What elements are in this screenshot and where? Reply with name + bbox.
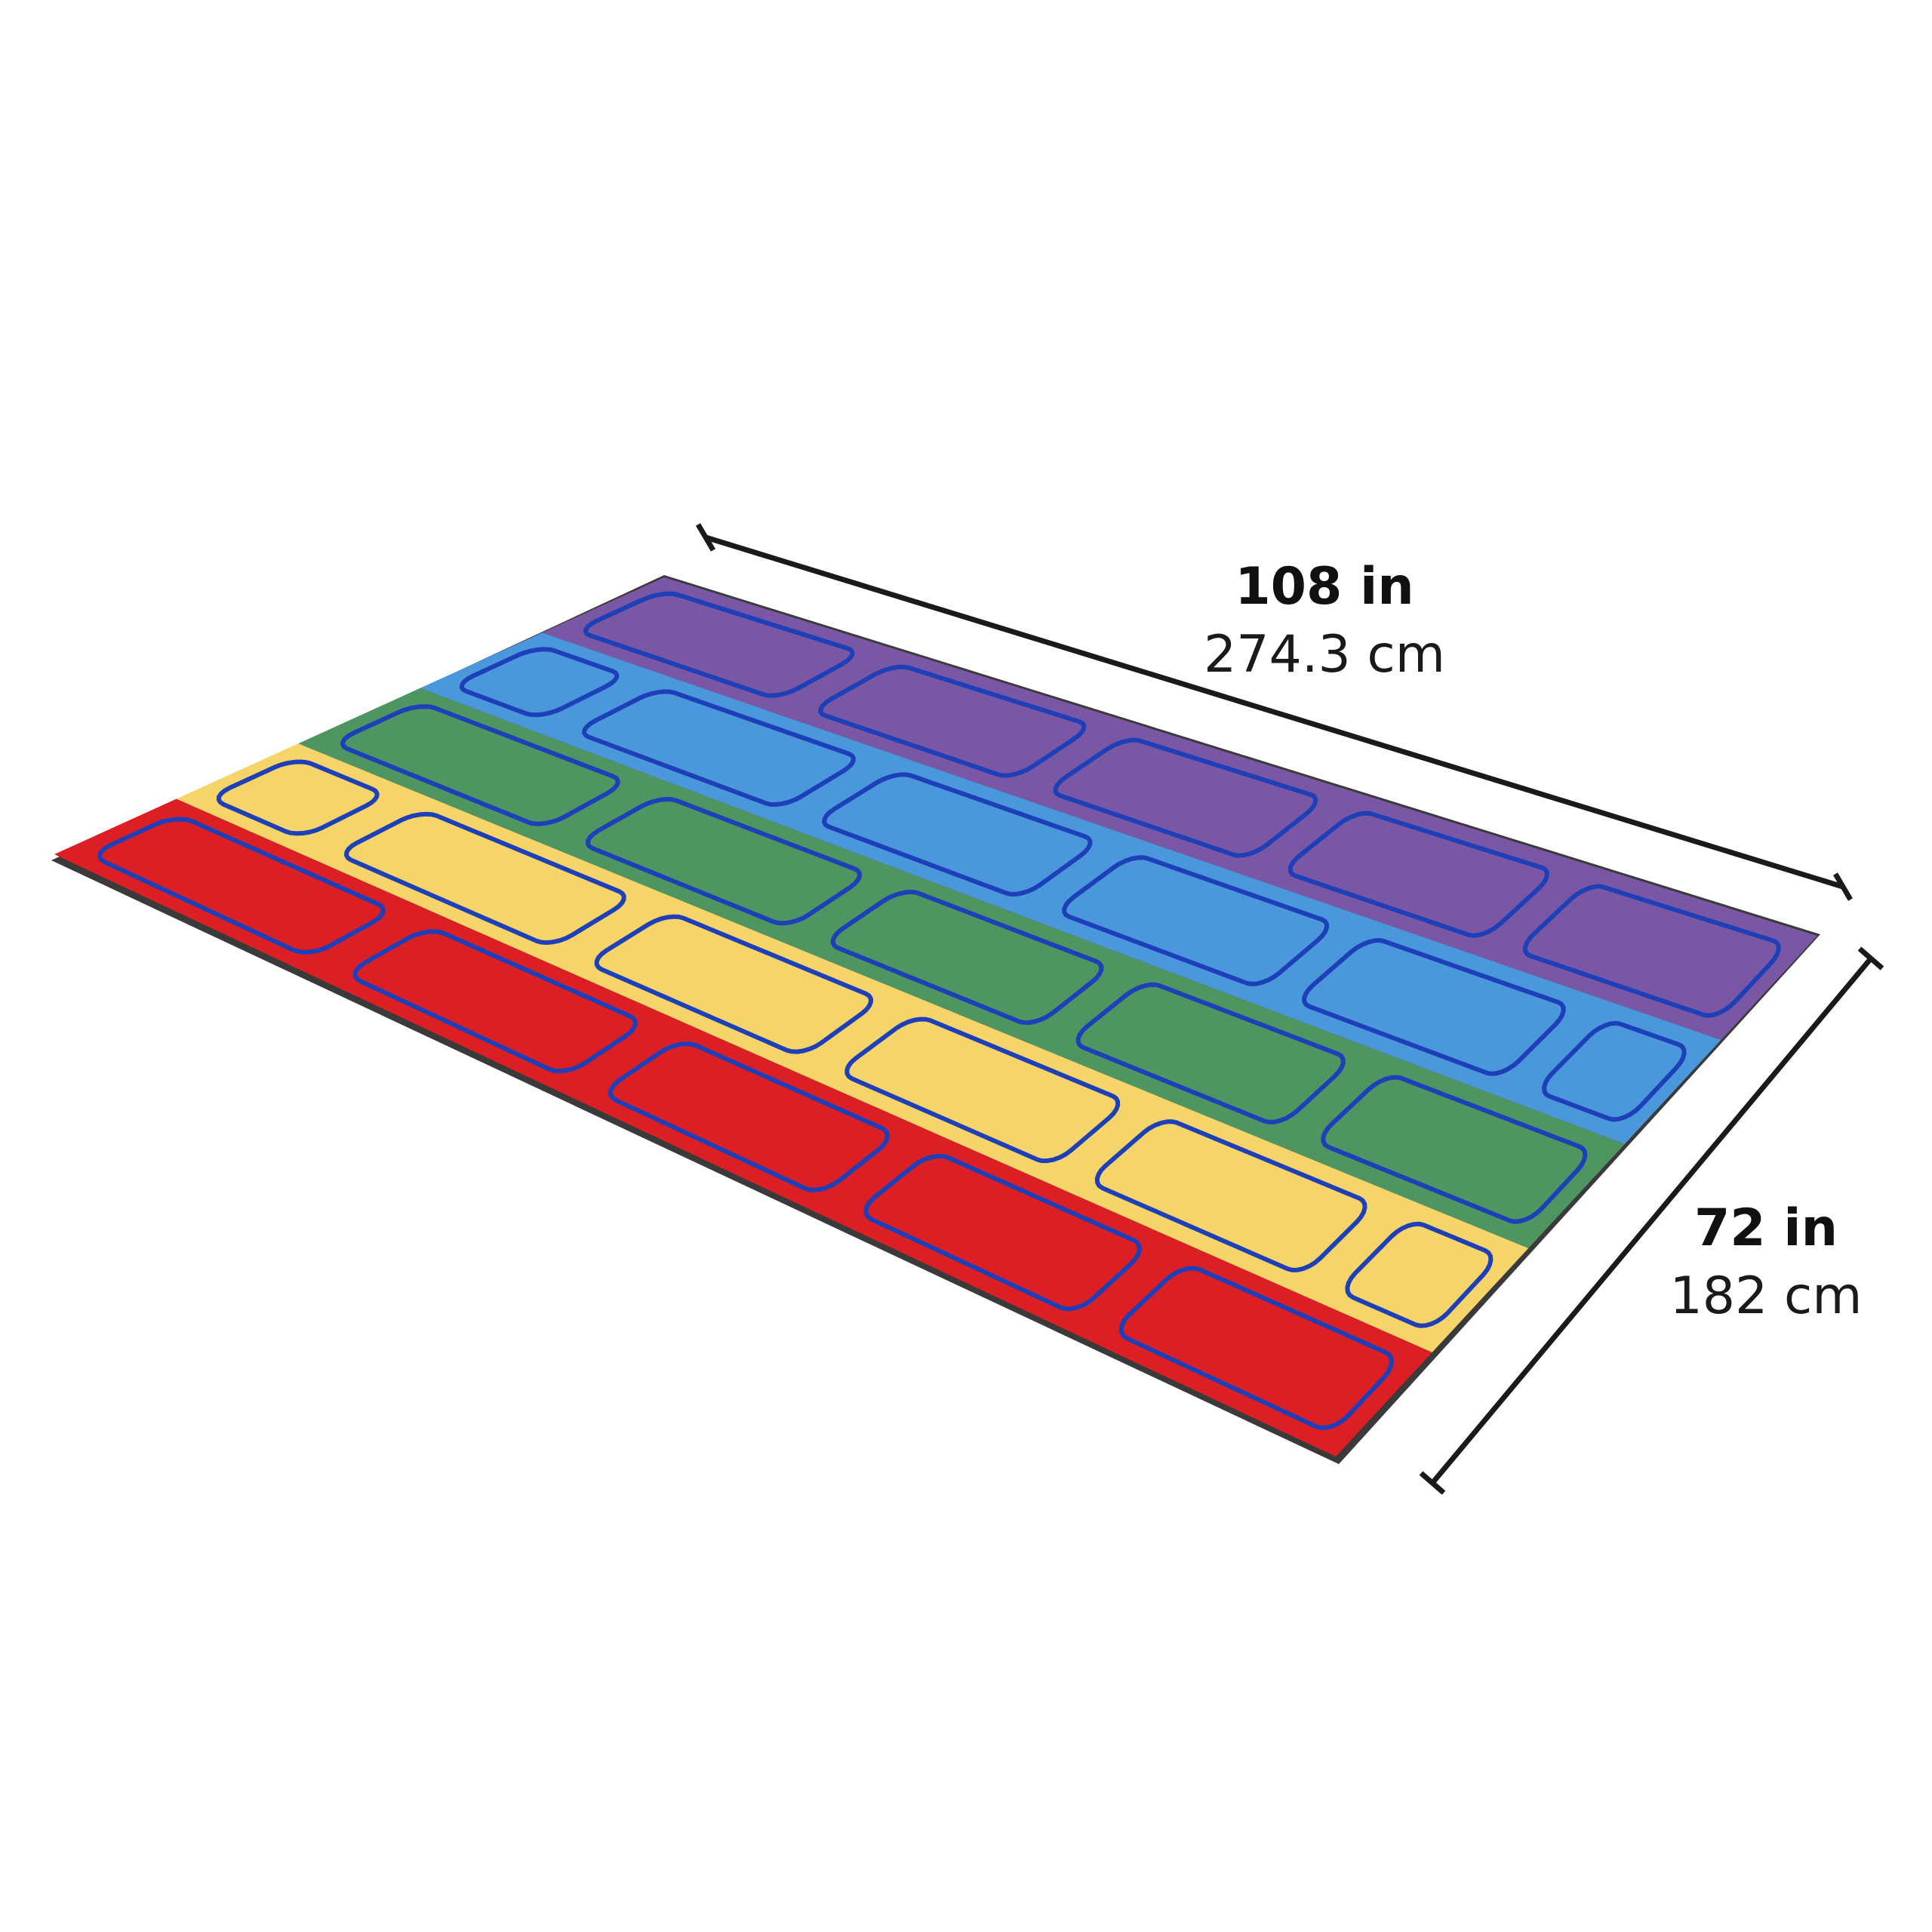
width-imperial-label: 72 in <box>1694 1198 1838 1258</box>
rug-square-outline <box>344 811 626 945</box>
rug-square-outline <box>1345 1221 1494 1328</box>
rug-square-outline <box>1053 737 1318 858</box>
rug-square-outline <box>608 1041 890 1192</box>
rug-band-yellow <box>176 743 1529 1352</box>
rug-square-outline <box>844 1017 1121 1164</box>
rug-square-outline <box>340 704 620 826</box>
width-line <box>1430 956 1873 1485</box>
rug-square-outline <box>830 890 1104 1025</box>
rug-square-outline <box>1075 982 1346 1124</box>
length-dimension-line <box>695 523 1854 901</box>
width-dimension-line <box>1419 946 1884 1495</box>
rug-square-outline <box>582 689 856 807</box>
rug-square-outline <box>583 591 855 698</box>
rug-square-outline <box>1094 1119 1367 1272</box>
width-end-cap-bottom <box>1419 1471 1446 1495</box>
rug <box>51 575 1820 1464</box>
length-end-cap-right <box>1832 872 1854 901</box>
length-imperial-label: 108 in <box>1235 557 1414 617</box>
rug-square-outline <box>863 1153 1142 1312</box>
rug-square-outline <box>216 759 380 836</box>
rug-square-outline <box>594 914 873 1054</box>
rug-band-blue <box>420 632 1721 1144</box>
rug-square-outline <box>822 772 1093 897</box>
width-end-cap-top <box>1857 946 1884 971</box>
rug-band-green <box>298 688 1625 1248</box>
rug-square-outline <box>1542 1020 1687 1122</box>
length-metric-label: 274.3 cm <box>1204 625 1445 685</box>
rug-square-outline <box>459 647 620 718</box>
rug-square-outline <box>1287 811 1549 938</box>
rug-square-outline <box>1062 855 1329 986</box>
rug-square-outline <box>97 817 386 955</box>
rug-square-outline <box>1302 938 1566 1076</box>
rug-band-red <box>54 798 1432 1457</box>
rug-square-outline <box>1118 1266 1394 1430</box>
rug-square-outline <box>586 797 862 926</box>
rug-square-outline <box>818 664 1087 778</box>
length-line <box>704 534 1844 890</box>
rug-square-outline <box>1321 1075 1588 1224</box>
rug-square-outline <box>352 929 638 1074</box>
width-metric-label: 182 cm <box>1669 1266 1862 1326</box>
rug-square-outline <box>1522 884 1781 1018</box>
length-end-cap-left <box>695 523 716 552</box>
